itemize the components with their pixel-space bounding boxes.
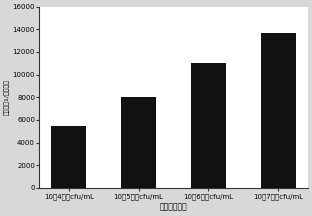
Bar: [191, 63, 226, 188]
Bar: [121, 97, 156, 188]
Bar: [51, 125, 86, 188]
Y-axis label: 拉曼位移1/峰的强度: 拉曼位移1/峰的强度: [4, 79, 10, 115]
Bar: [261, 33, 296, 188]
X-axis label: 大肠杆菌浓度: 大肠杆菌浓度: [160, 203, 188, 212]
